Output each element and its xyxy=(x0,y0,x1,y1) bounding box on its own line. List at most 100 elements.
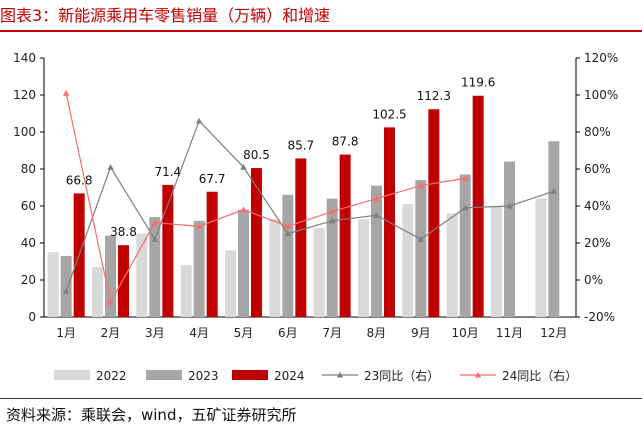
line-marker xyxy=(417,236,425,242)
right-tick-label: 120% xyxy=(584,51,618,65)
right-tick-label: 60% xyxy=(584,162,611,176)
legend-swatch xyxy=(232,370,268,380)
bar-2023 xyxy=(415,180,427,317)
x-tick-label: 2月 xyxy=(101,326,121,340)
line-24同比（右） xyxy=(65,93,466,304)
line-marker xyxy=(195,223,203,229)
line-marker xyxy=(373,212,380,218)
bar-2023 xyxy=(548,141,560,317)
x-tick-label: 12月 xyxy=(540,326,567,340)
bar-2022 xyxy=(446,213,458,317)
left-tick-label: 20 xyxy=(21,273,36,287)
legend-label: 24同比（右） xyxy=(502,368,577,383)
legend-marker xyxy=(474,371,482,378)
bar-2023 xyxy=(282,194,294,317)
line-marker xyxy=(107,163,114,170)
line-marker xyxy=(506,202,513,209)
right-tick-label: -20% xyxy=(584,310,615,324)
left-tick-label: 80 xyxy=(21,162,36,176)
legend-label: 2024 xyxy=(274,369,305,383)
left-tick-label: 0 xyxy=(28,310,36,324)
line-marker xyxy=(284,230,292,237)
bar-2022 xyxy=(402,204,414,317)
left-tick-label: 40 xyxy=(21,236,36,250)
right-tick-label: 40% xyxy=(584,199,611,213)
line-marker xyxy=(151,236,159,242)
line-marker xyxy=(195,117,203,124)
line-marker xyxy=(240,206,247,213)
line-23同比（右） xyxy=(65,119,555,292)
bar-2024 xyxy=(162,184,174,317)
legend-swatch xyxy=(54,370,90,380)
left-tick-label: 60 xyxy=(21,199,36,213)
bar-2023 xyxy=(60,255,72,317)
line-marker xyxy=(328,208,336,215)
bar-2023 xyxy=(238,209,249,317)
x-tick-label: 8月 xyxy=(367,326,387,340)
line-marker xyxy=(328,217,336,224)
bar-2023 xyxy=(326,198,338,317)
line-marker xyxy=(550,188,558,194)
bar-value-label: 119.6 xyxy=(461,76,495,90)
title-divider xyxy=(0,30,642,32)
bar-2024 xyxy=(428,109,440,318)
bar-value-label: 71.4 xyxy=(154,165,181,179)
bar-value-label: 112.3 xyxy=(417,89,451,103)
bar-2022 xyxy=(92,267,103,317)
data-labels: 66.8 38.8 71.4 67.7 80.5 85.7 87.8 102.5 112.3 11… xyxy=(66,76,496,239)
x-tick-label: 6月 xyxy=(278,326,298,340)
bar-2022 xyxy=(491,206,502,317)
axes: 0 20 40 60 80 100 120 140 -20% 0% 20% 40% 60% 80% 100%… xyxy=(13,51,618,340)
right-tick-label: 80% xyxy=(584,125,611,139)
line-marker xyxy=(240,163,247,170)
sales-chart: 0 20 40 60 80 100 120 140 -20% 0% 20% 40% 60% 80% 100%… xyxy=(13,51,618,383)
bar-2023 xyxy=(149,217,161,317)
bar-2022 xyxy=(225,250,236,317)
line-marker xyxy=(461,175,469,181)
line-marker xyxy=(417,182,425,189)
legend: 2022 2023 2024 23同比（右） 24同比（右） xyxy=(54,368,577,383)
x-tick-label: 9月 xyxy=(411,326,431,340)
x-tick-label: 1月 xyxy=(56,326,76,340)
line-marker xyxy=(151,219,159,226)
bar-2022 xyxy=(358,218,369,317)
right-tick-label: 0% xyxy=(584,273,603,287)
x-tick-label: 4月 xyxy=(189,326,209,340)
bar-2024 xyxy=(118,245,129,317)
line-marker xyxy=(373,195,380,202)
line-marker xyxy=(62,287,70,294)
source-divider xyxy=(0,398,642,399)
bars xyxy=(47,95,560,318)
line-marker xyxy=(62,89,70,96)
line-marker xyxy=(461,204,469,211)
bar-value-label: 66.8 xyxy=(66,173,93,187)
bar-2023 xyxy=(371,185,382,317)
bar-2024 xyxy=(295,158,307,317)
x-tick-label: 7月 xyxy=(322,326,342,340)
bar-value-label: 87.8 xyxy=(332,135,359,149)
bar-2024 xyxy=(206,191,218,317)
bar-2022 xyxy=(180,265,192,317)
bar-2024 xyxy=(472,95,484,317)
legend-swatch xyxy=(146,370,182,380)
bar-2023 xyxy=(105,235,116,317)
left-tick-label: 100 xyxy=(13,125,36,139)
x-tick-label: 10月 xyxy=(452,326,479,340)
line-marker xyxy=(107,299,114,305)
bar-value-label: 80.5 xyxy=(243,148,270,162)
bar-2022 xyxy=(535,198,547,317)
bar-2023 xyxy=(193,220,205,317)
bar-2022 xyxy=(269,218,281,317)
x-tick-label: 3月 xyxy=(145,326,165,340)
legend-label: 2022 xyxy=(96,369,127,383)
legend-label: 2023 xyxy=(188,369,219,383)
bar-2023 xyxy=(459,174,471,317)
source-note: 资料来源：乘联会，wind，五矿证券研究所 xyxy=(6,406,297,424)
right-tick-label: 20% xyxy=(584,236,611,250)
bar-2022 xyxy=(47,252,59,317)
x-tick-label: 5月 xyxy=(234,326,254,340)
chart-title: 图表3：新能源乘用车零售销量（万辆）和增速 xyxy=(0,6,331,25)
bar-2022 xyxy=(136,233,148,317)
bar-2024 xyxy=(251,168,262,317)
line-marker xyxy=(284,223,292,229)
